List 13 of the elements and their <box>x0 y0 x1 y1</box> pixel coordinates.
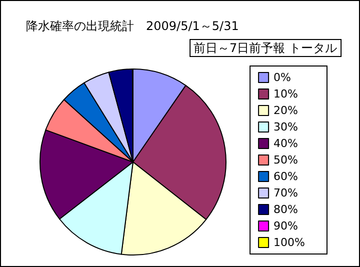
legend-label: 70% <box>274 186 298 200</box>
legend-label: 90% <box>274 220 298 232</box>
legend-label: 50% <box>274 154 298 166</box>
legend-label: 0% <box>274 71 292 84</box>
chart-title: 降水確率の出現統計 2009/5/1～5/31 <box>26 19 239 33</box>
legend-label: 30% <box>274 120 298 134</box>
legend-label: 10% <box>274 88 298 100</box>
legend-label: 80% <box>274 203 298 216</box>
legend-label: 100% <box>274 236 306 249</box>
legend-label: 60% <box>274 170 298 183</box>
legend-label: 40% <box>274 137 298 150</box>
legend-label: 20% <box>274 104 298 117</box>
chart-subtitle: 前日～7日前予報 トータル <box>194 41 338 55</box>
